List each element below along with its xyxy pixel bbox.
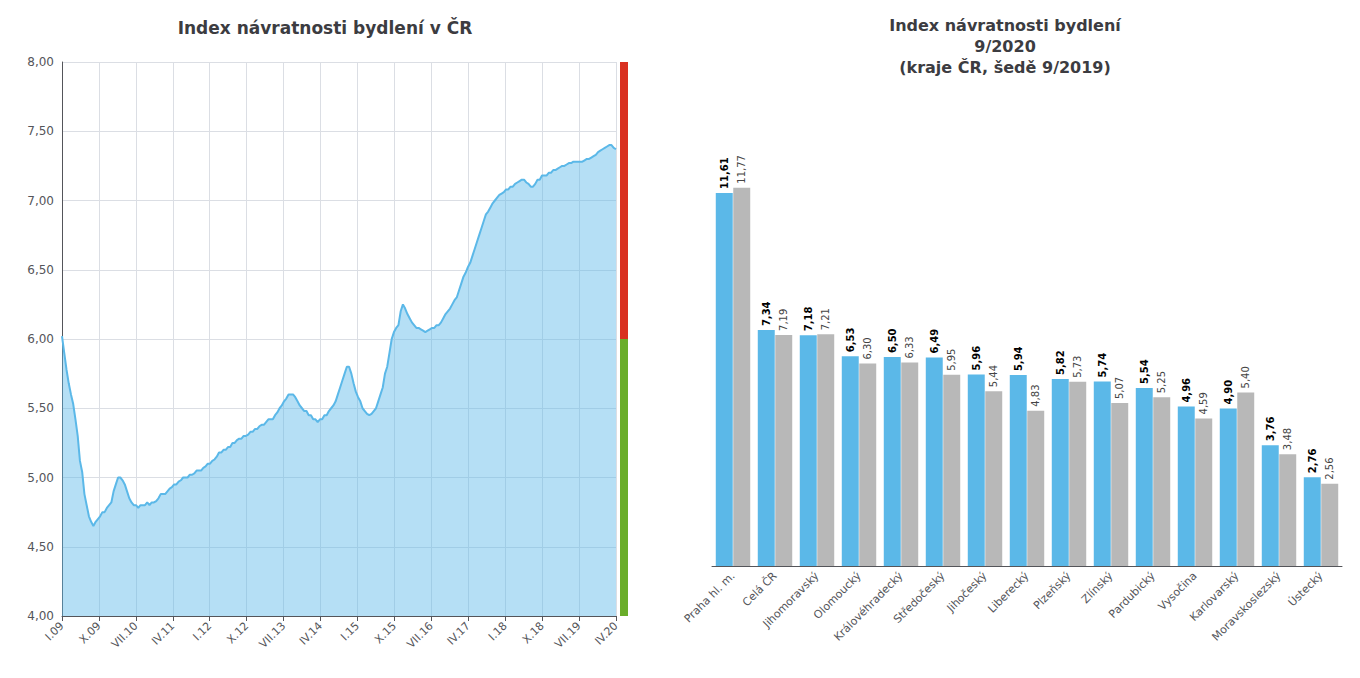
svg-text:Celá ČR: Celá ČR	[740, 569, 780, 609]
svg-text:I.09: I.09	[43, 619, 67, 643]
svg-text:Pardubický: Pardubický	[1106, 569, 1158, 621]
svg-text:7,19: 7,19	[778, 309, 789, 331]
svg-text:8,00: 8,00	[27, 55, 54, 69]
svg-text:6,50: 6,50	[887, 328, 898, 353]
svg-text:Index návratnosti bydlení: Index návratnosti bydlení	[889, 16, 1122, 35]
svg-text:5,50: 5,50	[27, 401, 54, 415]
svg-text:2,56: 2,56	[1324, 457, 1335, 479]
svg-text:VII.13: VII.13	[257, 619, 288, 650]
svg-text:4,96: 4,96	[1181, 378, 1192, 403]
svg-text:5,82: 5,82	[1055, 350, 1066, 375]
svg-text:Vysočina: Vysočina	[1156, 569, 1200, 613]
svg-text:Jihočeský: Jihočeský	[944, 569, 990, 615]
svg-text:7,00: 7,00	[27, 194, 54, 208]
svg-text:Praha hl. m.: Praha hl. m.	[682, 569, 738, 625]
svg-text:5,73: 5,73	[1072, 356, 1083, 378]
svg-text:4,59: 4,59	[1198, 392, 1209, 414]
svg-text:2,76: 2,76	[1307, 449, 1318, 474]
svg-text:Karlovarský: Karlovarský	[1187, 569, 1242, 624]
svg-text:(kraje ČR, šedě 9/2019): (kraje ČR, šedě 9/2019)	[899, 58, 1111, 77]
svg-text:Olomoucký: Olomoucký	[811, 569, 864, 622]
svg-text:6,33: 6,33	[904, 336, 915, 358]
svg-text:IV.14: IV.14	[297, 619, 325, 647]
svg-text:7,21: 7,21	[820, 308, 831, 330]
svg-text:7,50: 7,50	[27, 124, 54, 138]
svg-text:7,18: 7,18	[803, 307, 814, 332]
svg-text:Index návratnosti bydlení v ČR: Index návratnosti bydlení v ČR	[178, 17, 473, 38]
svg-text:Jihomoravský: Jihomoravský	[760, 569, 822, 631]
svg-text:5,40: 5,40	[1240, 366, 1251, 388]
svg-text:Plzeňský: Plzeňský	[1031, 569, 1074, 612]
svg-text:6,49: 6,49	[929, 329, 940, 354]
svg-text:VII.10: VII.10	[109, 619, 140, 650]
svg-text:Středočeský: Středočeský	[891, 569, 948, 626]
svg-text:11,61: 11,61	[719, 157, 730, 189]
svg-text:Liberecký: Liberecký	[985, 569, 1032, 616]
svg-text:3,76: 3,76	[1265, 416, 1276, 441]
svg-text:I.15: I.15	[338, 619, 362, 643]
svg-text:VII.16: VII.16	[404, 619, 435, 650]
svg-text:IV.20: IV.20	[592, 619, 620, 647]
svg-text:11,77: 11,77	[736, 155, 747, 184]
svg-text:6,53: 6,53	[845, 327, 856, 352]
svg-text:5,96: 5,96	[971, 346, 982, 371]
svg-text:I.12: I.12	[190, 619, 214, 643]
svg-text:4,83: 4,83	[1030, 385, 1041, 407]
svg-text:I.18: I.18	[486, 619, 510, 643]
svg-text:7,34: 7,34	[761, 301, 772, 326]
svg-text:Zlínský: Zlínský	[1079, 569, 1116, 606]
svg-text:Královéhradecký: Královéhradecký	[831, 569, 906, 644]
svg-text:6,30: 6,30	[862, 337, 873, 359]
svg-text:X.12: X.12	[224, 619, 251, 646]
svg-text:6,00: 6,00	[27, 332, 54, 346]
svg-text:5,00: 5,00	[27, 471, 54, 485]
svg-text:5,94: 5,94	[1013, 346, 1024, 371]
svg-text:5,44: 5,44	[988, 365, 999, 387]
svg-text:Moravskoslezský: Moravskoslezský	[1209, 569, 1283, 643]
svg-text:3,48: 3,48	[1282, 428, 1293, 450]
svg-text:9/2020: 9/2020	[974, 37, 1036, 56]
svg-text:X.18: X.18	[520, 619, 547, 646]
svg-text:IV.17: IV.17	[445, 619, 473, 647]
svg-text:6,50: 6,50	[27, 263, 54, 277]
svg-text:VII.19: VII.19	[552, 619, 583, 650]
svg-text:IV.11: IV.11	[149, 619, 177, 647]
svg-text:5,74: 5,74	[1097, 353, 1108, 378]
svg-text:5,07: 5,07	[1114, 377, 1125, 399]
svg-text:Ústecký: Ústecký	[1286, 569, 1326, 609]
svg-text:5,95: 5,95	[946, 349, 957, 371]
svg-text:4,90: 4,90	[1223, 380, 1234, 405]
svg-text:5,54: 5,54	[1139, 359, 1150, 384]
svg-text:5,25: 5,25	[1156, 371, 1167, 393]
svg-text:4,50: 4,50	[27, 540, 54, 554]
svg-text:X.09: X.09	[77, 619, 104, 646]
svg-text:X.15: X.15	[372, 619, 399, 646]
svg-text:4,00: 4,00	[27, 609, 54, 623]
